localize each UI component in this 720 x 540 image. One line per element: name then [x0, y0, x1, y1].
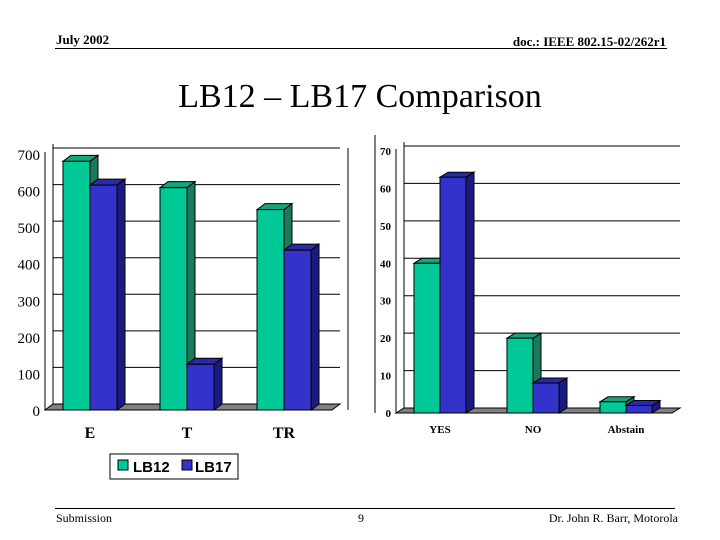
legend-swatch-lb17: [181, 459, 193, 471]
chart-ballot-y-tick-label: 600: [18, 185, 41, 201]
chart-ballot-y-tick-label: 200: [18, 331, 41, 347]
chart-vote-bar-lb17-no: [532, 382, 560, 414]
chart-vote-y-tick-label: 30: [380, 296, 392, 308]
chart-vote-bar-lb17-yes-side: [465, 171, 475, 414]
chart-ballot-y-tick-label: 100: [18, 367, 41, 383]
slide-title: LB12 – LB17 Comparison: [178, 78, 542, 115]
chart-ballot-bar-lb17-t: [186, 363, 215, 411]
chart-vote-x-tick-label: NO: [525, 424, 542, 436]
chart-ballot-bar-lb17-e-side: [116, 178, 126, 411]
chart-ballot-y-tick-label: 700: [18, 148, 41, 164]
chart-ballot-y-tick-label: 0: [33, 404, 41, 420]
chart-vote-bar-lb17-yes: [439, 176, 467, 414]
chart-ballot-bar-lb12-tr: [256, 209, 285, 411]
chart-vote-x-tick-label: YES: [429, 424, 450, 436]
chart-ballot-x-tick-label: T: [182, 425, 193, 442]
chart-vote-y-tick-label: 10: [380, 371, 392, 383]
footer-rule: [55, 508, 675, 509]
chart-ballot-bar-lb17-tr-side: [310, 243, 320, 411]
legend-label-lb17: LB17: [195, 459, 232, 476]
chart-ballot-bar-lb17-t-side: [213, 357, 223, 411]
legend-box: [109, 453, 239, 480]
chart-vote-bar-lb12-no: [506, 337, 534, 414]
footer-author: Dr. John R. Barr, Motorola: [548, 511, 678, 525]
chart-ballot-y-tick-label: 400: [18, 258, 41, 274]
footer-submission: Submission: [56, 511, 113, 525]
chart-vote-y-tick-label: 20: [380, 333, 392, 345]
chart-ballot-x-tick-label: TR: [273, 425, 296, 442]
chart-vote-bar-lb17-abstain: [625, 405, 653, 414]
chart-ballot-bar-lb12-t: [159, 187, 188, 411]
legend-label-lb12: LB12: [133, 459, 170, 476]
chart-vote-x-tick-label: Abstain: [608, 424, 645, 436]
chart-vote-y-tick-label: 60: [380, 183, 392, 195]
chart-vote-bar-lb17-no-side: [558, 377, 568, 414]
header-date: July 2002: [56, 32, 110, 47]
chart-ballot-bar-lb12-e: [62, 160, 91, 411]
chart-vote-y-tick-label: 0: [386, 408, 392, 420]
chart-ballot-x-tick-label: E: [85, 425, 96, 442]
chart-vote-y-tick-label: 70: [380, 146, 392, 158]
header-rule: [55, 48, 667, 49]
chart-ballot-y-tick-label: 300: [18, 294, 41, 310]
legend-swatch-lb12: [117, 459, 129, 471]
chart-vote-bar-lb12-yes: [413, 262, 441, 414]
chart-vote-y-tick-label: 50: [380, 221, 392, 233]
chart-ballot-bar-lb17-e: [89, 184, 118, 411]
footer-page-number: 9: [358, 511, 364, 525]
chart-ballot-bar-lb17-tr: [283, 249, 312, 411]
chart-vote-bar-lb12-abstain: [599, 401, 627, 414]
header-doc-id: doc.: IEEE 802.15-02/262r1: [512, 34, 666, 49]
chart-ballot-y-tick-label: 500: [18, 221, 41, 237]
chart-vote-y-tick-label: 40: [380, 258, 392, 270]
